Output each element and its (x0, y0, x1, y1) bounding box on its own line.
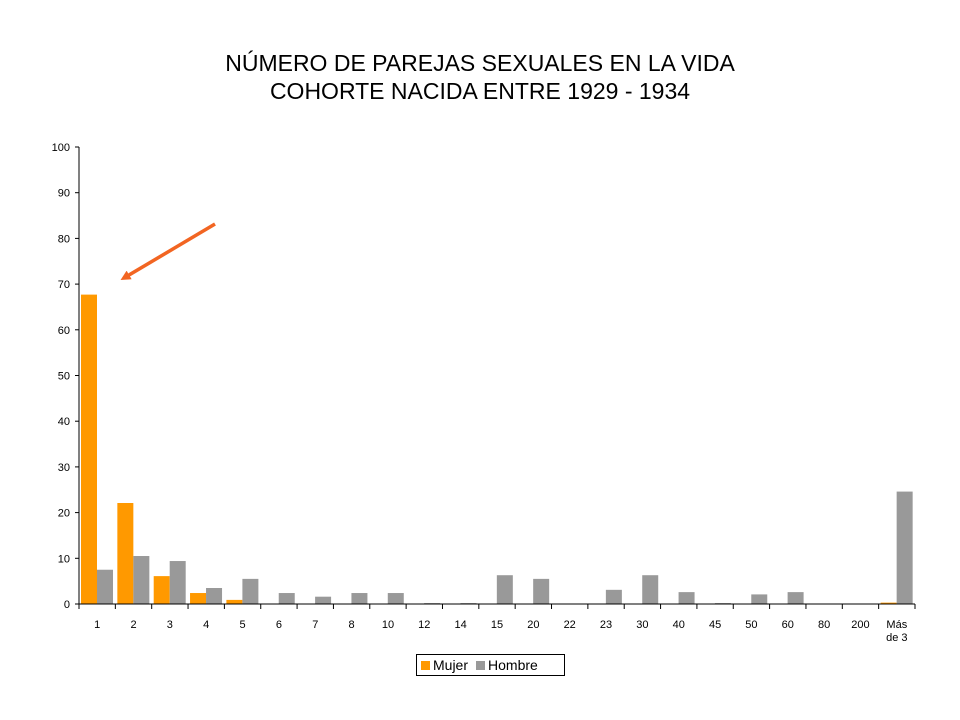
x-tick-labels: 1 2 3 4 5 6 7 8 10 12 14 15 20 22 23 30 40 45 50 60 80 200 Más… (94, 619, 908, 644)
x-tick-label-12: 12 (418, 619, 430, 631)
chart-title-line-2: COHORTE NACIDA ENTRE 1929 - 1934 (269, 78, 691, 104)
bar-hombre-30 (642, 575, 659, 604)
bar-mujer-más-de-3 (880, 602, 897, 604)
bar-hombre-23 (605, 589, 622, 604)
y-tick-label-60: 60 (58, 325, 70, 337)
bar-hombre-3 (169, 561, 186, 604)
x-tick-label-6: 6 (276, 619, 282, 631)
x-tick-label-45: 45 (709, 619, 721, 631)
x-tick-label-80: 80 (818, 619, 830, 631)
legend-item-mujer: Mujer (421, 657, 468, 673)
y-tick-label-90: 90 (58, 188, 70, 200)
y-tick-label-40: 40 (58, 416, 70, 428)
x-tick-label-15: 15 (491, 619, 503, 631)
bar-mujer-5 (226, 599, 243, 604)
x-tick-label-2: 2 (130, 619, 136, 631)
legend-label-hombre: Hombre (488, 657, 538, 673)
bar-hombre-2 (133, 556, 150, 604)
bar-hombre-15 (496, 575, 513, 604)
x-tick-label-23: 23 (600, 619, 612, 631)
y-tick-label-50: 50 (58, 371, 70, 383)
x-tick-label-7: 7 (312, 619, 318, 631)
x-tick-label-50: 50 (745, 619, 757, 631)
x-tick-label-200: 200 (851, 619, 869, 631)
x-tick-label-8: 8 (349, 619, 355, 631)
bar-hombre-4 (206, 588, 223, 604)
axes-group (75, 146, 916, 609)
bars-group (81, 294, 913, 604)
y-tick-label-70: 70 (58, 279, 70, 291)
y-tick-label-80: 80 (58, 233, 70, 245)
x-tick-label-3: 3 (167, 619, 173, 631)
bar-hombre-60 (787, 592, 804, 604)
legend-label-mujer: Mujer (433, 657, 469, 673)
chart-title-line-1: NÚMERO DE PAREJAS SEXUALES EN LA VIDA (225, 50, 735, 76)
bar-hombre-8 (351, 593, 368, 604)
annotation-arrow (120, 222, 216, 281)
x-tick-label-4: 4 (203, 619, 209, 631)
x-tick-label-40: 40 (673, 619, 685, 631)
y-tick-label-30: 30 (58, 462, 70, 474)
bar-hombre-40 (678, 592, 695, 604)
bar-hombre-1 (97, 569, 113, 604)
y-tick-label-20: 20 (58, 508, 70, 520)
x-tick-label-14: 14 (455, 619, 467, 631)
bar-hombre-10 (387, 593, 404, 604)
legend-swatch-mujer (421, 660, 430, 670)
legend-swatch-hombre (476, 660, 486, 670)
x-tick-label-30: 30 (636, 619, 648, 631)
chart-legend: Mujer Hombre (416, 654, 565, 676)
x-tick-label-60: 60 (782, 619, 794, 631)
x-tick-label-22: 22 (564, 619, 576, 631)
y-tick-label-0: 0 (64, 599, 70, 611)
x-tick-label-1: 1 (94, 619, 100, 631)
x-tick-label-5: 5 (240, 619, 246, 631)
bar-mujer-2 (117, 503, 134, 604)
bar-hombre-20 (533, 578, 550, 604)
y-tick-labels: 0 10 20 30 40 50 60 70 80 90 100 (52, 142, 70, 611)
bar-hombre-50 (751, 594, 768, 604)
bar-mujer-3 (153, 576, 170, 604)
x-tick-label-10: 10 (382, 619, 394, 631)
legend-item-hombre: Hombre (476, 657, 538, 673)
x-tick-label-más-de-3: Más de 3 (886, 619, 908, 644)
bar-hombre-6 (278, 593, 295, 604)
bar-mujer-4 (190, 593, 207, 604)
bar-hombre-7 (315, 596, 332, 604)
bar-mujer-1 (81, 294, 97, 604)
y-tick-label-100: 100 (52, 142, 70, 154)
bar-hombre-5 (242, 578, 259, 604)
bar-hombre-más-de-3 (896, 491, 913, 604)
x-tick-label-20: 20 (527, 619, 539, 631)
y-tick-label-10: 10 (58, 553, 70, 565)
